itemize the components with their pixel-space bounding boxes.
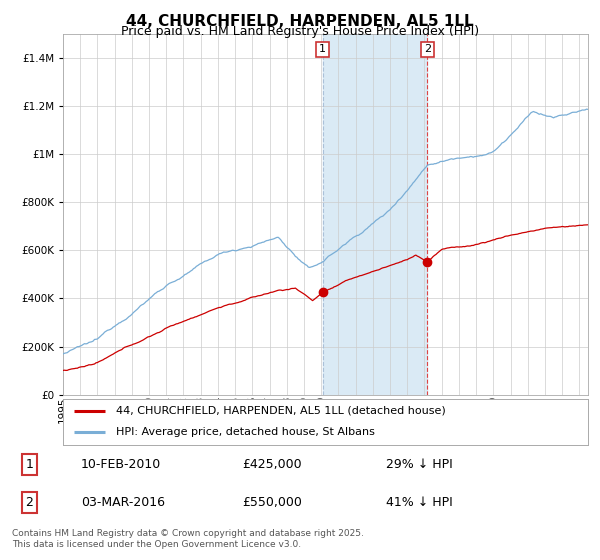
Text: 41% ↓ HPI: 41% ↓ HPI: [386, 496, 453, 509]
Text: 1: 1: [25, 458, 33, 471]
Text: 10-FEB-2010: 10-FEB-2010: [81, 458, 161, 471]
Text: 29% ↓ HPI: 29% ↓ HPI: [386, 458, 453, 471]
Text: 1: 1: [319, 44, 326, 54]
Text: Price paid vs. HM Land Registry's House Price Index (HPI): Price paid vs. HM Land Registry's House …: [121, 25, 479, 38]
Text: HPI: Average price, detached house, St Albans: HPI: Average price, detached house, St A…: [115, 427, 374, 437]
Text: Contains HM Land Registry data © Crown copyright and database right 2025.
This d: Contains HM Land Registry data © Crown c…: [12, 529, 364, 549]
Text: £550,000: £550,000: [242, 496, 302, 509]
Text: 2: 2: [25, 496, 33, 509]
Text: £425,000: £425,000: [242, 458, 302, 471]
Text: 44, CHURCHFIELD, HARPENDEN, AL5 1LL: 44, CHURCHFIELD, HARPENDEN, AL5 1LL: [126, 14, 474, 29]
Text: 2: 2: [424, 44, 431, 54]
Bar: [323, 34, 427, 395]
Text: 44, CHURCHFIELD, HARPENDEN, AL5 1LL (detached house): 44, CHURCHFIELD, HARPENDEN, AL5 1LL (det…: [115, 406, 445, 416]
Text: 03-MAR-2016: 03-MAR-2016: [81, 496, 165, 509]
